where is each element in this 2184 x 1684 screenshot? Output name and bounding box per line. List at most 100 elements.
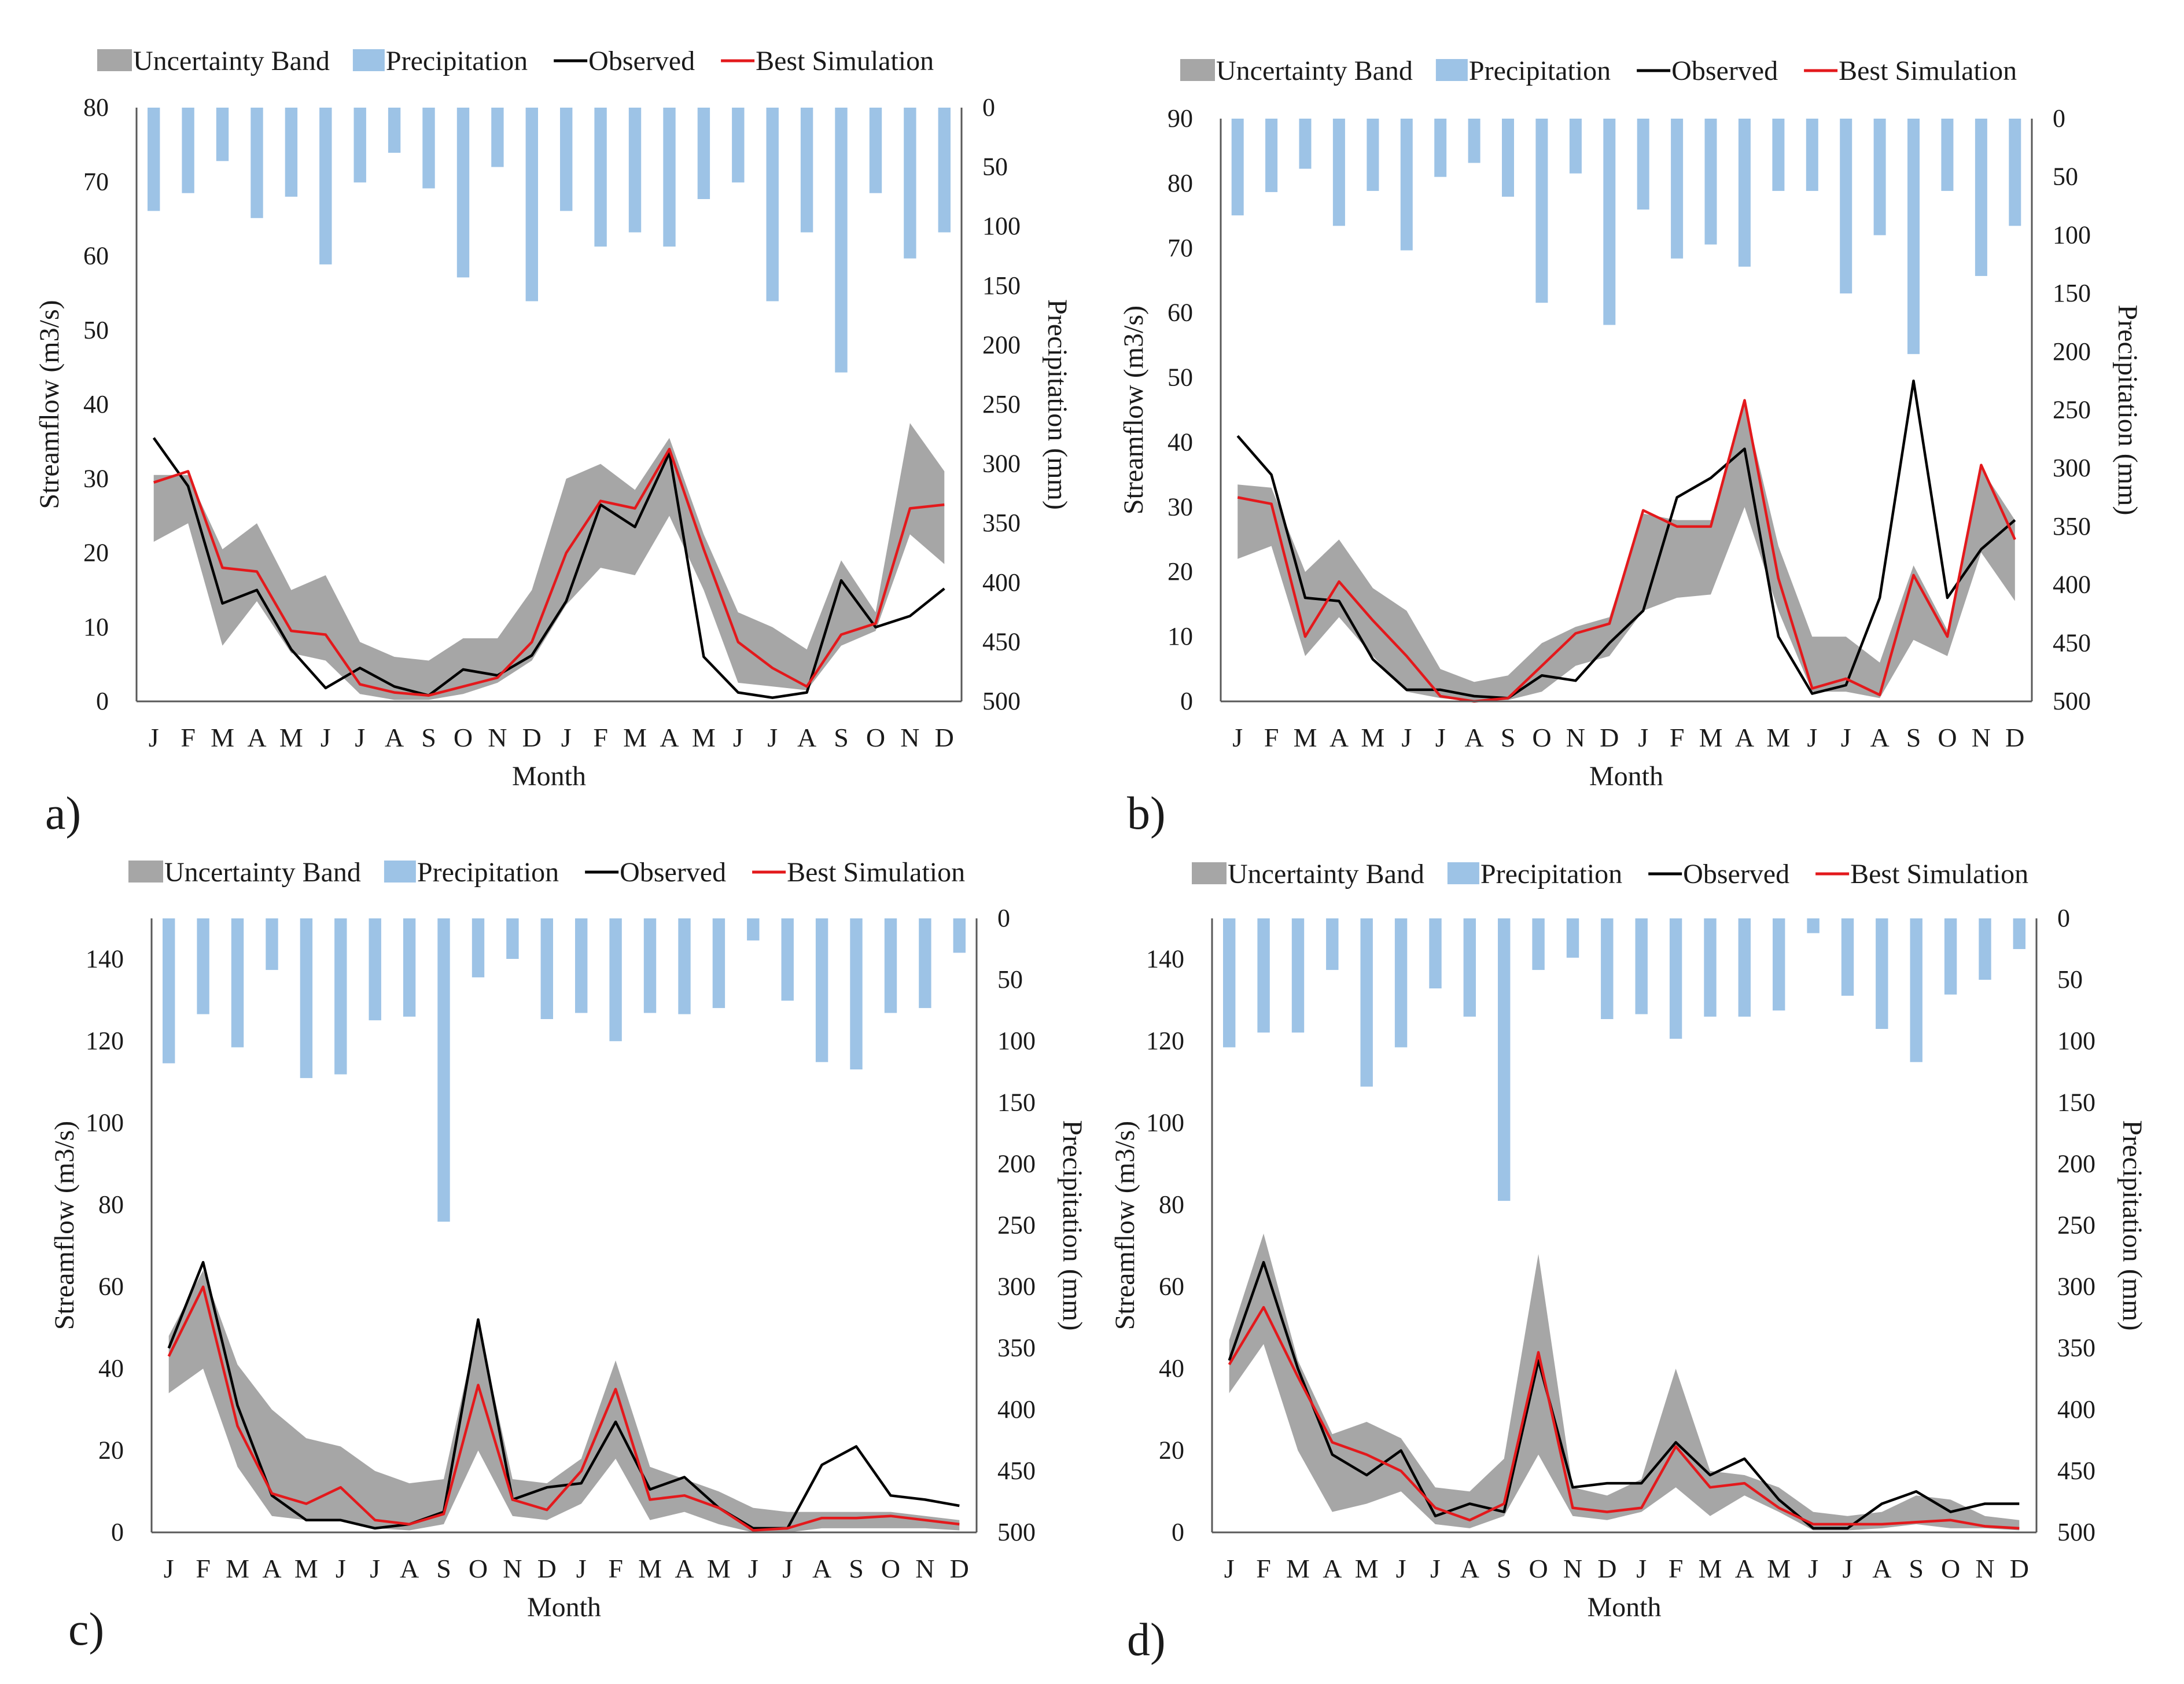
x-tick-label: M xyxy=(294,1554,318,1583)
legend-precip-label: Precipitation xyxy=(1480,859,1622,889)
y-tick-label: 30 xyxy=(1167,492,1193,521)
uncertainty-band xyxy=(1238,403,2015,701)
y-axis-title: Streamflow (m3/s) xyxy=(1110,1121,1140,1330)
y-tick-label: 0 xyxy=(111,1518,124,1546)
precipitation-bar xyxy=(353,108,366,183)
x-tick-label: F xyxy=(1264,723,1279,752)
x-tick-label: M xyxy=(638,1554,662,1583)
precipitation-bar xyxy=(1738,918,1751,1017)
x-tick-label: D xyxy=(2010,1554,2029,1583)
x-tick-label: D xyxy=(522,723,542,752)
y2-tick-label: 150 xyxy=(2053,279,2091,307)
precipitation-bar xyxy=(1231,119,1244,216)
legend-best-label: Best Simulation xyxy=(756,46,934,76)
precipitation-bar xyxy=(1603,119,1616,325)
x-tick-label: O xyxy=(1938,723,1957,752)
precipitation-bar xyxy=(422,108,435,189)
precipitation-bar xyxy=(850,918,863,1069)
x-tick-label: S xyxy=(436,1554,451,1583)
precipitation-bar xyxy=(1468,119,1480,163)
x-tick-label: F xyxy=(1670,723,1685,752)
precipitation-bar xyxy=(1840,119,1852,294)
y2-tick-label: 0 xyxy=(982,93,995,122)
x-axis-title: Month xyxy=(512,761,586,792)
precipitation-bar xyxy=(712,918,725,1008)
x-tick-label: J xyxy=(561,723,572,752)
panel-label: c) xyxy=(68,1604,104,1655)
x-tick-label: F xyxy=(181,723,196,752)
precipitation-bar xyxy=(1738,119,1751,267)
y2-tick-label: 200 xyxy=(2053,337,2091,366)
panel-label: a) xyxy=(45,788,81,839)
precipitation-bar xyxy=(919,918,931,1008)
x-tick-label: M xyxy=(692,723,716,752)
y-tick-label: 40 xyxy=(83,390,109,418)
y2-tick-label: 300 xyxy=(2053,454,2091,482)
x-tick-label: J xyxy=(1807,723,1817,752)
y-tick-label: 60 xyxy=(98,1273,124,1301)
precipitation-bar xyxy=(1429,918,1442,988)
y2-tick-label: 100 xyxy=(2053,220,2091,249)
y-tick-label: 40 xyxy=(98,1354,124,1383)
y2-tick-label: 200 xyxy=(2057,1149,2095,1178)
legend-observed-label: Observed xyxy=(1683,859,1789,889)
best-simulation-line xyxy=(167,1285,960,1532)
legend-precip-swatch xyxy=(1447,862,1479,884)
x-tick-label: J xyxy=(1232,723,1243,752)
x-axis-title: Month xyxy=(527,1592,601,1623)
legend-band-label: Uncertainty Band xyxy=(1216,56,1413,86)
y2-tick-label: 0 xyxy=(2057,904,2070,932)
x-tick-label: M xyxy=(279,723,303,752)
x-tick-label: A xyxy=(675,1554,694,1583)
precipitation-bar xyxy=(1367,119,1379,191)
x-tick-label: D xyxy=(950,1554,969,1583)
y-tick-label: 0 xyxy=(96,687,109,715)
y2-tick-label: 450 xyxy=(2053,628,2091,657)
precipitation-bar xyxy=(456,108,470,278)
y-tick-label: 90 xyxy=(1167,104,1193,133)
x-tick-label: O xyxy=(866,723,885,752)
precipitation-bar xyxy=(1535,119,1548,303)
y2-tick-label: 250 xyxy=(2057,1211,2095,1240)
y-tick-label: 80 xyxy=(1167,169,1193,197)
precipitation-bar xyxy=(182,108,194,193)
precipitation-bar xyxy=(781,918,794,1001)
x-tick-label: J xyxy=(355,723,365,752)
x-tick-label: D xyxy=(935,723,954,752)
y2-tick-label: 500 xyxy=(2057,1518,2095,1546)
x-tick-label: J xyxy=(1435,723,1446,752)
precipitation-bar xyxy=(472,918,485,977)
x-tick-label: A xyxy=(1323,1554,1342,1583)
y2-tick-label: 450 xyxy=(2057,1457,2095,1485)
y2-tick-label: 400 xyxy=(2057,1395,2095,1424)
x-tick-label: D xyxy=(1600,723,1619,752)
precipitation-bar xyxy=(1704,119,1717,245)
x-tick-label: M xyxy=(1698,1554,1722,1583)
x-tick-label: F xyxy=(1669,1554,1684,1583)
legend-band-label: Uncertainty Band xyxy=(1228,859,1424,889)
x-tick-label: S xyxy=(1497,1554,1512,1583)
x-tick-label: M xyxy=(1286,1554,1310,1583)
precipitation-bar xyxy=(628,108,642,233)
precipitation-bar xyxy=(1907,119,1920,354)
x-tick-label: A xyxy=(247,723,266,752)
observed-line xyxy=(1236,379,2016,700)
x-tick-label: J xyxy=(1396,1554,1406,1583)
y-tick-label: 70 xyxy=(1167,234,1193,262)
precipitation-bar xyxy=(1257,918,1270,1033)
best-simulation-line xyxy=(1228,1306,2020,1530)
x-tick-label: N xyxy=(488,723,507,752)
precipitation-bar xyxy=(163,918,175,1064)
x-tick-label: N xyxy=(915,1554,934,1583)
x-tick-label: M xyxy=(1355,1554,1379,1583)
y2-tick-label: 50 xyxy=(997,965,1023,994)
x-tick-label: N xyxy=(1563,1554,1582,1583)
precipitation-bar xyxy=(1671,119,1684,259)
x-axis-title: Month xyxy=(1589,761,1663,792)
x-tick-label: J xyxy=(336,1554,346,1583)
y-tick-label: 120 xyxy=(1146,1027,1184,1055)
x-tick-label: J xyxy=(321,723,331,752)
y2-tick-label: 200 xyxy=(997,1149,1036,1178)
precipitation-bar xyxy=(369,918,381,1021)
